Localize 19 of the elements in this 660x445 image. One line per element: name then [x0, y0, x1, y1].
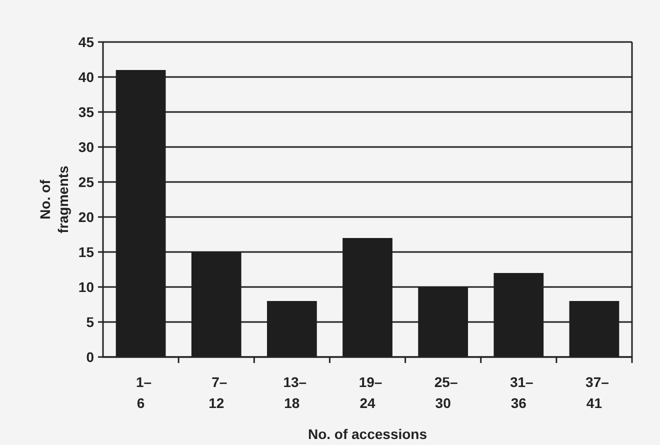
x-tick-label: 25–30 [434, 374, 458, 411]
y-tick-label: 15 [78, 244, 94, 260]
y-tick-label: 35 [78, 104, 94, 120]
x-tick-label: 1–6 [136, 374, 152, 411]
x-tick-label: 31–36 [510, 374, 534, 411]
y-tick-label: 30 [78, 138, 94, 155]
y-tick-label: 5 [86, 314, 94, 330]
x-tick-label: 37–41 [586, 374, 610, 411]
y-tick-label: 45 [78, 34, 94, 50]
y-axis-title: No. of fragments [37, 165, 71, 234]
y-tick-label: 25 [78, 174, 94, 190]
y-tick-label: 40 [78, 68, 94, 85]
x-tick-label: 13–18 [283, 374, 307, 411]
x-tick-label: 19–24 [358, 374, 382, 411]
x-axis-title: No. of accessions [308, 426, 428, 442]
y-tick-label: 10 [78, 278, 94, 295]
y-tick-label: 0 [86, 348, 94, 365]
x-tick-label: 7–12 [208, 374, 228, 411]
y-tick-label: 20 [78, 208, 94, 225]
